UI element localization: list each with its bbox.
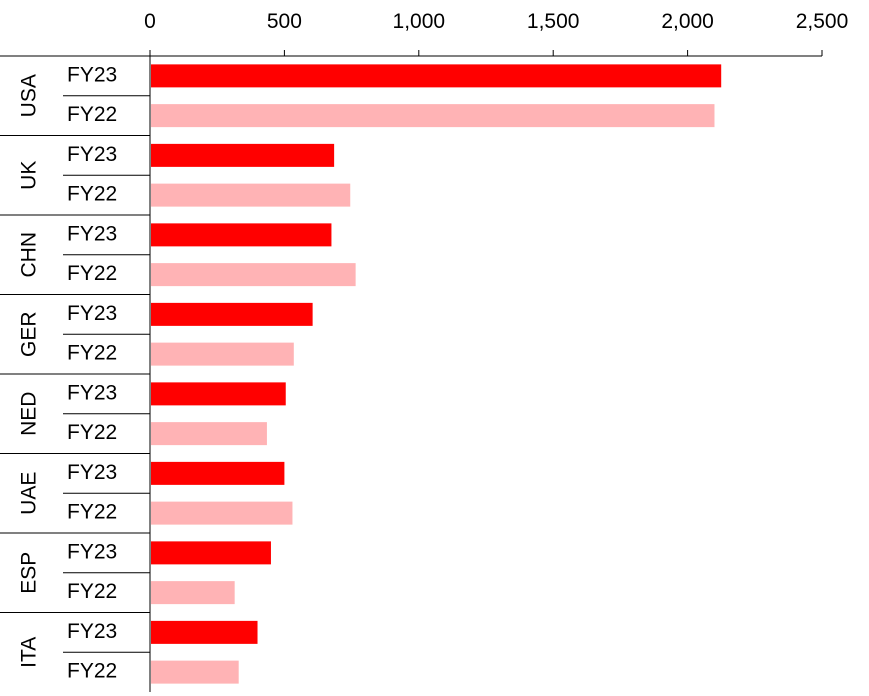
bar-ita-fy23	[151, 620, 258, 644]
bar-ita-fy22	[151, 660, 239, 684]
bar-ned-fy22	[151, 422, 267, 446]
series-label: FY22	[67, 421, 117, 444]
group-label-ger: GER	[18, 311, 41, 357]
group-label-esp: ESP	[18, 552, 41, 594]
group-label-ita: ITA	[18, 637, 41, 668]
bar-usa-fy23	[151, 64, 722, 88]
group-label-uk: UK	[18, 161, 41, 190]
x-tick-label: 1,000	[393, 10, 446, 33]
bar-uk-fy22	[151, 183, 351, 207]
series-label: FY22	[67, 183, 117, 206]
series-label: FY22	[67, 103, 117, 126]
bar-esp-fy22	[151, 581, 235, 605]
x-axis: 0 500 1,000 1,500 2,000 2,500	[0, 10, 848, 692]
bar-uae-fy23	[151, 461, 285, 485]
series-label: FY22	[67, 262, 117, 285]
bar-chn-fy22	[151, 263, 356, 287]
x-tick-label: 1,500	[527, 10, 580, 33]
bar-ned-fy23	[151, 382, 286, 406]
bar-esp-fy23	[151, 541, 271, 565]
x-tick-label: 500	[267, 10, 302, 33]
bar-ger-fy23	[151, 302, 313, 326]
bar-chn-fy23	[151, 223, 332, 247]
series-label: FY23	[67, 302, 117, 325]
series-label: FY23	[67, 222, 117, 245]
group-label-ned: NED	[18, 392, 41, 436]
category-groups: USA FY23 FY22 UK FY23 FY22 CHN FY23 FY22 GER FY23 F…	[0, 63, 150, 683]
series-label: FY22	[67, 580, 117, 603]
x-tick-label: 2,000	[661, 10, 714, 33]
x-tick-label: 2,500	[796, 10, 849, 33]
group-label-uae: UAE	[18, 472, 41, 515]
series-label: FY23	[67, 143, 117, 166]
group-label-usa: USA	[18, 74, 41, 117]
series-label: FY23	[67, 620, 117, 643]
bar-uk-fy23	[151, 143, 335, 167]
bar-usa-fy22	[151, 104, 715, 128]
series-label: FY23	[67, 540, 117, 563]
bars	[151, 64, 722, 684]
series-label: FY22	[67, 501, 117, 524]
series-label: FY23	[67, 381, 117, 404]
series-label: FY22	[67, 660, 117, 683]
bar-ger-fy22	[151, 342, 294, 366]
bar-uae-fy22	[151, 501, 293, 525]
series-label: FY23	[67, 63, 117, 86]
series-label: FY22	[67, 342, 117, 365]
x-tick-label: 0	[144, 10, 156, 33]
group-label-chn: CHN	[18, 232, 41, 278]
series-label: FY23	[67, 461, 117, 484]
